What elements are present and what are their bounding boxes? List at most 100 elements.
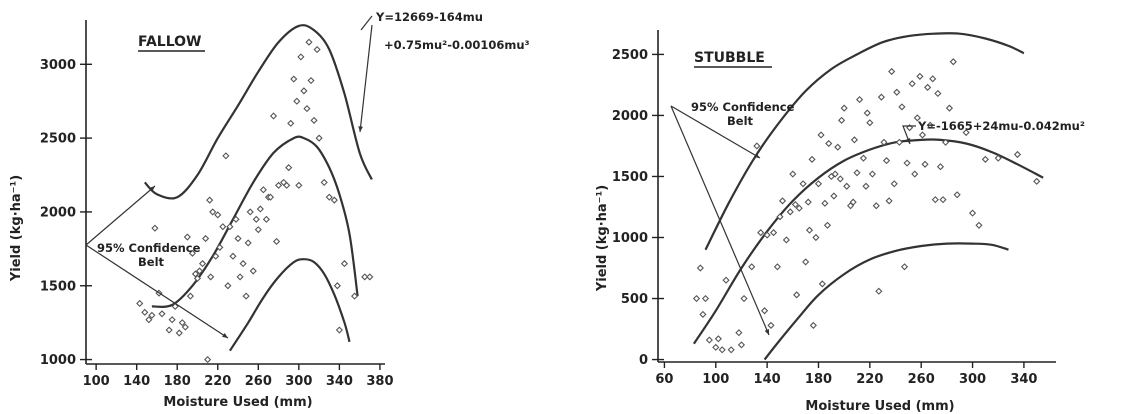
data-point (893, 88, 901, 96)
x-tick-label: 220 (856, 372, 883, 387)
data-point (916, 72, 924, 80)
data-point (366, 273, 374, 281)
data-point (740, 294, 748, 303)
y-tick-label: 2500 (612, 48, 648, 63)
data-point (361, 273, 369, 281)
data-point (962, 128, 970, 137)
data-point (256, 205, 264, 213)
data-point (718, 346, 726, 354)
y-tick-label: 2000 (40, 205, 76, 220)
data-point (175, 329, 183, 337)
data-point (259, 186, 267, 194)
data-point (812, 233, 820, 242)
fallow-chart: 100 140 180 220 260 300 340 380 1000 1500 2000 2500… (9, 10, 530, 410)
data-point (748, 263, 756, 271)
y-axis-label: Yield (kg·ha⁻¹) (9, 175, 24, 282)
data-point (968, 209, 977, 217)
data-point (696, 264, 704, 272)
data-point (875, 287, 883, 295)
data-point (307, 76, 315, 85)
data-point (226, 223, 234, 231)
data-point (151, 224, 159, 232)
data-point (714, 335, 722, 343)
data-point (186, 292, 194, 300)
arrow-head (905, 138, 911, 144)
data-point (855, 95, 864, 104)
data-point (158, 310, 166, 318)
data-point (926, 121, 934, 129)
x-tick-label: 140 (123, 374, 150, 389)
data-point (799, 180, 807, 188)
belt-label-line-2: Belt (727, 114, 754, 128)
x-tick-label: 340 (326, 374, 353, 389)
data-point (853, 169, 861, 177)
data-point (821, 199, 829, 207)
data-point (825, 139, 833, 148)
data-point (735, 329, 743, 337)
data-point (293, 97, 301, 105)
data-point (246, 208, 254, 216)
x-tick-label: 300 (285, 374, 312, 389)
belt-label-line-1: 95% Confidence (691, 100, 795, 114)
data-point (895, 138, 903, 146)
data-point (148, 311, 156, 319)
data-point (254, 226, 262, 234)
x-tick-label: 180 (164, 374, 191, 389)
data-point (701, 294, 710, 303)
data-point (866, 119, 874, 127)
y-tick-label: 2500 (40, 132, 76, 147)
data-point (773, 263, 781, 271)
curve-lower (763, 242, 1009, 361)
equation-line-1: Y=12669-164mu (375, 10, 483, 24)
data-point (823, 221, 832, 229)
data-point (206, 196, 214, 204)
data-point (300, 87, 308, 95)
belt-label-line-1: 95% Confidence (97, 241, 201, 255)
data-point (351, 292, 359, 300)
data-point (712, 343, 720, 351)
x-tick-label: 300 (959, 372, 986, 387)
data-point (283, 181, 291, 189)
data-point (727, 346, 735, 354)
data-point (244, 239, 252, 247)
data-point (953, 191, 961, 199)
data-point (908, 80, 916, 88)
data-point (136, 299, 144, 308)
data-point (285, 164, 293, 172)
data-point (814, 180, 823, 188)
y-axis-label: Yield (kg·ha⁻¹) (595, 185, 610, 292)
y-tick-label: 3000 (40, 58, 76, 73)
data-point (216, 243, 224, 251)
data-point (872, 202, 880, 210)
data-point (890, 180, 898, 188)
annotation-arrow (670, 105, 770, 336)
x-tick-label: 340 (1010, 372, 1037, 387)
data-point (1013, 150, 1022, 159)
data-point (330, 196, 338, 204)
data-point (310, 116, 318, 124)
data-point (924, 83, 932, 91)
arrow-head (754, 153, 760, 158)
data-point (699, 310, 707, 318)
data-point (913, 114, 921, 122)
curve-upper (143, 24, 373, 200)
data-point (313, 45, 321, 54)
data-point (305, 38, 313, 46)
equation-line-2: +0.75mu²-0.00106mu³ (384, 38, 530, 52)
data-point (252, 215, 260, 223)
data-point (212, 252, 220, 260)
arrow-head (222, 333, 228, 338)
x-tick-label: 380 (366, 374, 393, 389)
data-point (209, 208, 217, 216)
equation: Y=-1665+24mu-0.042mu² (917, 119, 1085, 133)
data-point (760, 307, 769, 315)
data-point (805, 226, 814, 234)
data-point (191, 270, 200, 278)
data-point (249, 267, 257, 275)
data-point (769, 229, 778, 237)
data-point (181, 323, 189, 331)
data-point (831, 170, 839, 178)
data-point (830, 192, 838, 200)
data-point (262, 215, 270, 223)
